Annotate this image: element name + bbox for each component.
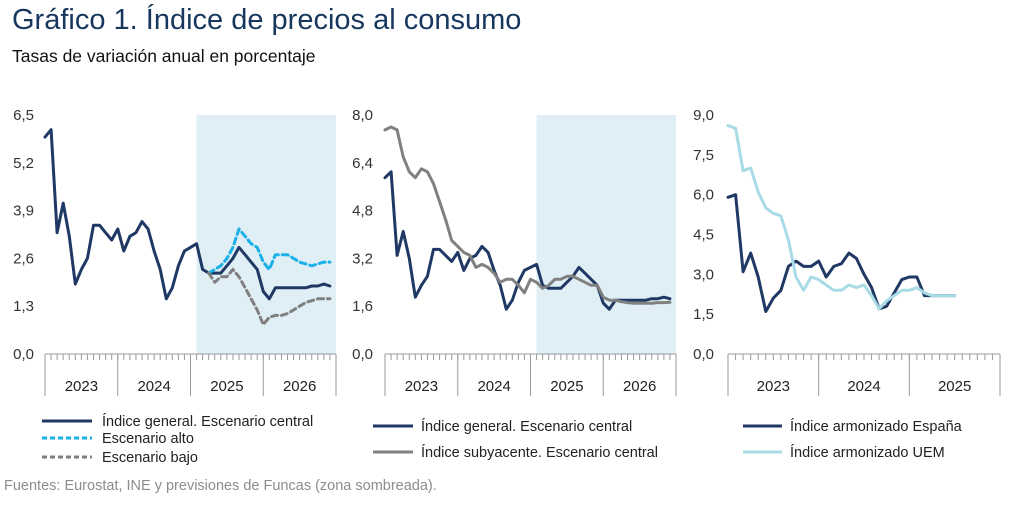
series-line <box>207 267 332 327</box>
legend-label: Índice armonizado España <box>790 418 963 435</box>
x-tick-label: 2026 <box>623 378 656 395</box>
legend-label: Índice general. Escenario central <box>421 418 632 435</box>
chart-panel-3: 0,0 1,5 3,0 4,5 6,0 7,5 9,0 2023 2024 2025 Índice … <box>693 107 1001 461</box>
y-tick-label: 3,9 <box>13 203 34 220</box>
y-tick-label: 1,6 <box>352 298 373 315</box>
legend-label: Escenario alto <box>102 431 194 447</box>
y-tick-label: 9,0 <box>693 107 714 124</box>
legend-label: Índice general. Escenario central <box>102 413 313 430</box>
y-tick-label: 0,0 <box>693 346 714 363</box>
chart-title: Gráfico 1. Índice de precios al consumo <box>12 4 521 37</box>
y-tick-label: 6,5 <box>13 107 34 124</box>
x-tick-label: 2024 <box>847 378 880 395</box>
x-tick-label: 2024 <box>137 378 170 395</box>
series-line <box>383 125 672 305</box>
legend-label: Índice subyacente. Escenario central <box>421 444 658 461</box>
legend-label: Escenario bajo <box>102 450 198 466</box>
y-tick-label: 0,0 <box>13 346 34 363</box>
series-line <box>383 170 672 311</box>
forecast-shading <box>196 115 336 354</box>
forecast-shading <box>536 115 676 354</box>
y-tick-label: 8,0 <box>352 107 373 124</box>
x-tick-label: 2026 <box>283 378 316 395</box>
y-tick-label: 1,3 <box>13 298 34 315</box>
title-prefix: Gráfico 1. <box>12 4 138 36</box>
y-tick-label: 6,0 <box>693 187 714 204</box>
y-tick-label: 0,0 <box>352 346 373 363</box>
source-note: Fuentes: Eurostat, INE y previsiones de … <box>4 478 437 494</box>
y-tick-label: 4,8 <box>352 203 373 220</box>
x-tick-label: 2023 <box>65 378 98 395</box>
x-tick-label: 2024 <box>477 378 510 395</box>
x-tick-label: 2025 <box>938 378 971 395</box>
title-main: Índice de precios al consumo <box>145 4 522 36</box>
series-line <box>43 128 332 301</box>
y-tick-label: 5,2 <box>13 155 34 172</box>
x-tick-label: 2025 <box>550 378 583 395</box>
x-tick-label: 2023 <box>405 378 438 395</box>
series-line <box>726 124 957 311</box>
chart-subtitle: Tasas de variación anual en porcentaje <box>12 46 316 66</box>
y-tick-label: 4,5 <box>693 227 714 244</box>
x-tick-label: 2023 <box>757 378 790 395</box>
legend-label: Índice armonizado UEM <box>790 444 945 461</box>
series-line <box>726 193 957 313</box>
y-tick-label: 1,5 <box>693 306 714 323</box>
y-tick-label: 2,6 <box>13 250 34 267</box>
x-tick-label: 2025 <box>210 378 243 395</box>
chart-panel-2: 0,0 1,6 3,2 4,8 6,4 8,0 2023 2024 2025 2026 Índice… <box>352 107 677 461</box>
y-tick-label: 3,0 <box>693 266 714 283</box>
y-tick-label: 7,5 <box>693 147 714 164</box>
series-line <box>207 227 332 275</box>
chart-panel-1: 0,0 1,3 2,6 3,9 5,2 6,5 2023 2024 2025 2026 Índice… <box>13 107 337 466</box>
y-tick-label: 6,4 <box>352 155 373 172</box>
y-tick-label: 3,2 <box>352 250 373 267</box>
